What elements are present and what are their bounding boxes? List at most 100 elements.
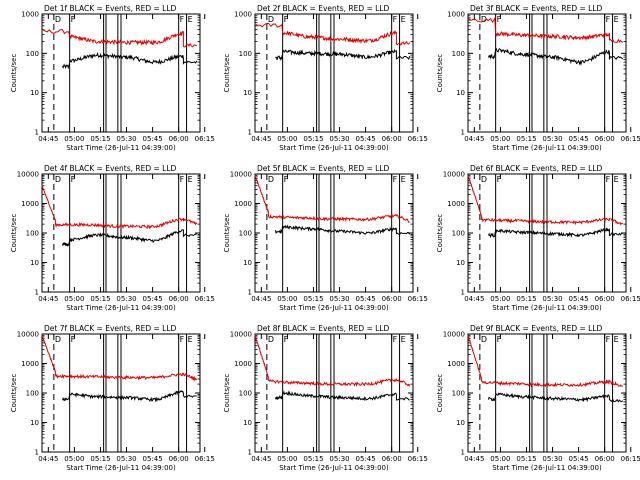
chart-title: Det 3f BLACK = Events, RED = LLD <box>470 4 603 13</box>
chart-panel-8: Det 8f BLACK = Events, RED = LLD 1 10 100 10… <box>223 324 428 472</box>
x-tick-label: 05:00 <box>64 135 84 143</box>
y-tick-label: 10000 <box>443 331 465 339</box>
event-marker-label: F <box>180 175 185 184</box>
x-tick-label: 05:00 <box>277 135 297 143</box>
y-tick-label: 1 <box>248 129 252 137</box>
x-tick-label: 04:45 <box>251 455 271 463</box>
x-tick-label: 05:15 <box>516 455 536 463</box>
y-tick-label: 1 <box>248 449 252 457</box>
x-tick-label: 05:15 <box>90 295 110 303</box>
y-tick-label: 100 <box>239 230 252 238</box>
event-marker-label: F <box>497 15 502 24</box>
x-tick-label: 05:15 <box>516 295 536 303</box>
x-tick-label: 05:30 <box>542 135 562 143</box>
x-tick-label: 05:45 <box>143 295 163 303</box>
x-tick-label: 05:15 <box>303 295 323 303</box>
x-axis-label: Start Time (26-Jul-11 04:39:00) <box>492 304 602 312</box>
event-marker-label: E <box>614 15 619 24</box>
event-marker-label: E <box>188 335 193 344</box>
y-tick-label: 10000 <box>230 331 252 339</box>
y-tick-label: 10 <box>243 419 252 427</box>
event-marker-label: D <box>481 175 487 184</box>
series-line-lld <box>41 334 198 382</box>
event-marker-label: E <box>614 335 619 344</box>
x-axis-label: Start Time (26-Jul-11 04:39:00) <box>492 144 602 152</box>
x-tick-label: 06:15 <box>195 295 215 303</box>
x-tick-label: 06:15 <box>621 455 640 463</box>
event-marker-label: E <box>401 175 406 184</box>
y-tick-label: 1 <box>248 289 252 297</box>
series-line-lld <box>42 28 197 48</box>
event-marker-label: D <box>55 335 61 344</box>
y-tick-label: 1000 <box>234 360 252 368</box>
x-axis-label: Start Time (26-Jul-11 04:39:00) <box>66 464 176 472</box>
x-tick-label: 05:00 <box>490 455 510 463</box>
event-marker-label: F <box>497 175 502 184</box>
chart-panel-5: Det 5f BLACK = Events, RED = LLD 1 10 100 10… <box>223 164 428 312</box>
y-tick-label: 10 <box>456 259 465 267</box>
series-line-events <box>62 51 198 70</box>
y-axis-label: Counts/sec <box>10 214 18 253</box>
event-marker-label: F <box>606 175 611 184</box>
chart-title: Det 7f BLACK = Events, RED = LLD <box>44 324 177 333</box>
y-tick-label: 100 <box>239 50 252 58</box>
y-axis-label: Counts/sec <box>223 54 231 93</box>
y-tick-label: 100 <box>239 390 252 398</box>
x-tick-label: 05:00 <box>277 295 297 303</box>
y-tick-label: 1 <box>35 289 39 297</box>
x-tick-label: 05:45 <box>356 135 376 143</box>
x-tick-label: 05:00 <box>64 455 84 463</box>
series-line-lld <box>254 174 411 223</box>
y-tick-label: 1000 <box>21 360 39 368</box>
y-axis-label: Counts/sec <box>223 374 231 413</box>
event-marker-label: F <box>71 335 76 344</box>
x-tick-label: 06:15 <box>621 135 640 143</box>
x-tick-label: 05:30 <box>329 295 349 303</box>
event-marker-label: E <box>401 335 406 344</box>
chart-title: Det 1f BLACK = Events, RED = LLD <box>44 4 177 13</box>
y-tick-label: 100 <box>452 50 465 58</box>
x-tick-label: 05:15 <box>90 455 110 463</box>
y-tick-label: 100 <box>452 230 465 238</box>
x-axis-label: Start Time (26-Jul-11 04:39:00) <box>66 304 176 312</box>
y-tick-label: 100 <box>26 390 39 398</box>
x-tick-label: 06:00 <box>169 135 189 143</box>
event-marker-label: E <box>614 175 619 184</box>
series-line-events <box>62 390 197 403</box>
x-tick-label: 06:15 <box>621 295 640 303</box>
event-marker-label: F <box>71 15 76 24</box>
y-tick-label: 10000 <box>443 171 465 179</box>
x-tick-label: 06:00 <box>382 135 402 143</box>
series-line-events <box>488 392 624 403</box>
x-tick-label: 06:15 <box>195 135 215 143</box>
x-tick-label: 05:15 <box>90 135 110 143</box>
chart-panel-2: Det 2f BLACK = Events, RED = LLD 1 10 100 10… <box>223 4 428 152</box>
series-line-events <box>62 229 197 247</box>
x-tick-label: 06:15 <box>195 455 215 463</box>
event-marker-label: F <box>606 335 611 344</box>
y-tick-label: 100 <box>452 390 465 398</box>
x-tick-label: 05:00 <box>277 455 297 463</box>
x-tick-label: 05:30 <box>116 135 136 143</box>
event-marker-label: D <box>268 15 274 24</box>
x-tick-label: 04:45 <box>38 455 58 463</box>
chart-title: Det 4f BLACK = Events, RED = LLD <box>44 164 177 173</box>
y-tick-label: 10 <box>456 89 465 97</box>
y-axis-label: Counts/sec <box>223 214 231 253</box>
y-tick-label: 10 <box>456 419 465 427</box>
y-tick-label: 10 <box>243 89 252 97</box>
event-marker-label: F <box>393 15 398 24</box>
x-tick-label: 05:00 <box>64 295 84 303</box>
y-tick-label: 1000 <box>447 200 465 208</box>
y-tick-label: 1000 <box>21 11 39 19</box>
chart-title: Det 9f BLACK = Events, RED = LLD <box>470 324 603 333</box>
y-tick-label: 10000 <box>17 171 39 179</box>
y-tick-label: 100 <box>26 50 39 58</box>
x-tick-label: 05:45 <box>569 295 589 303</box>
y-tick-label: 10000 <box>230 171 252 179</box>
event-marker-label: D <box>481 15 487 24</box>
x-tick-label: 05:30 <box>542 295 562 303</box>
y-tick-label: 1000 <box>234 11 252 19</box>
x-tick-label: 05:15 <box>516 135 536 143</box>
